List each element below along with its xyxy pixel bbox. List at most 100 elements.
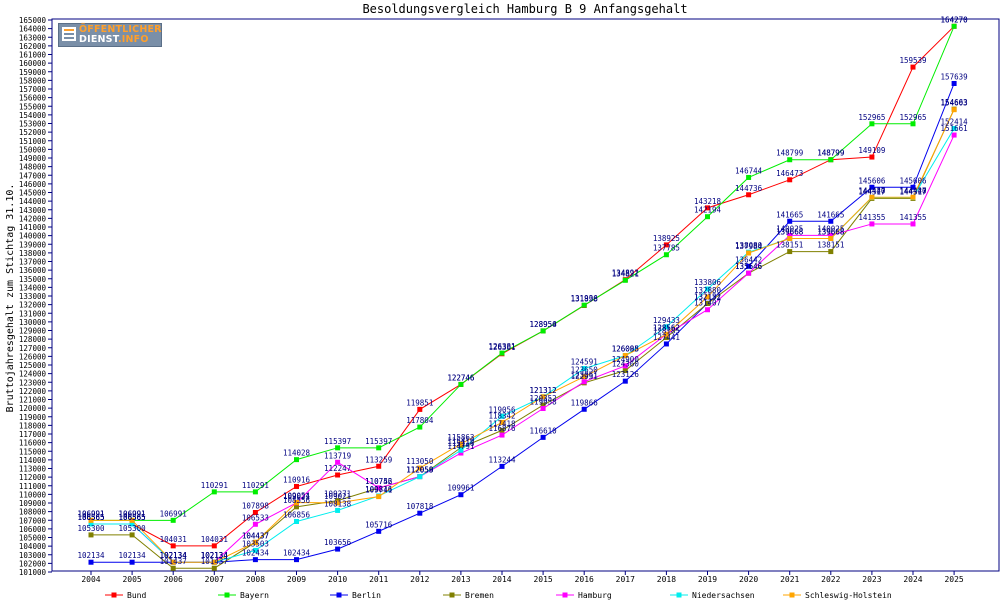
data-point [622,363,628,369]
data-label: 117804 [406,416,434,425]
x-tick-label: 2020 [739,575,758,584]
data-label: 106991 [160,509,187,518]
data-point [622,353,628,359]
data-label: 143218 [694,197,722,206]
data-label: 135646 [735,262,763,271]
data-point [663,324,669,330]
series-berlin [88,80,957,565]
data-label: 102134 [201,551,229,560]
y-tick-label: 144000 [19,197,47,206]
data-point [335,459,341,465]
data-label: 109271 [324,490,351,499]
data-label: 131898 [571,295,599,304]
x-tick-label: 2006 [164,575,183,584]
data-point [828,249,834,255]
legend-label: Berlin [352,591,381,600]
data-label: 137984 [735,242,763,251]
data-point [869,121,875,127]
data-label: 109961 [447,484,474,493]
legend-item: Bayern [218,591,269,600]
data-point [787,157,793,163]
data-label: 139668 [776,227,804,236]
x-tick-label: 2014 [492,575,511,584]
data-label: 148799 [817,149,844,158]
data-point [335,546,341,552]
data-point [294,504,299,510]
data-label: 109021 [283,492,310,501]
y-tick-label: 119000 [19,413,47,422]
data-point [376,445,382,451]
data-point [869,184,875,190]
data-label: 113259 [365,455,392,464]
data-label: 113244 [488,455,516,464]
data-point [294,457,299,463]
data-point [252,557,258,563]
data-point [499,463,505,469]
x-tick-label: 2024 [903,575,922,584]
y-tick-label: 105000 [19,534,47,543]
y-tick-label: 114000 [19,456,47,465]
data-label: 148799 [817,149,844,158]
legend-item: Schleswig-Holstein [783,591,892,600]
data-point [746,174,752,180]
y-tick-label: 159000 [19,68,47,77]
y-tick-label: 116000 [19,439,47,448]
data-label: 144317 [899,187,926,196]
data-label: 126381 [488,342,515,351]
data-label: 126095 [612,345,639,354]
data-label: 101437 [160,557,187,566]
data-point [951,23,957,29]
data-label: 102134 [201,551,229,560]
data-point [581,406,587,412]
data-label: 115397 [324,437,351,446]
y-tick-label: 157000 [19,85,47,94]
legend-item: Bremen [443,591,494,600]
series-line-schleswig-holstein [91,109,955,563]
data-point [622,368,628,374]
data-label: 152414 [941,118,969,127]
data-label: 148799 [776,149,803,158]
data-point [787,218,793,224]
data-label: 102134 [160,551,188,560]
data-label: 103656 [324,538,352,547]
data-label: 109741 [365,486,392,495]
data-label: 144420 [899,187,927,196]
data-label: 106565 [77,513,104,522]
data-label: 104031 [160,535,187,544]
data-label: 102134 [77,551,105,560]
series-bayern [88,23,957,523]
y-tick-label: 117000 [19,430,47,439]
data-label: 106991 [119,509,146,518]
y-tick-label: 164000 [19,25,47,34]
y-tick-label: 120000 [19,404,47,413]
data-point [705,300,710,306]
data-point [540,402,546,408]
data-point [622,378,628,384]
data-label: 116876 [488,424,516,433]
logo-text: ÖFFENTLICHER DIENST.INFO [79,25,162,45]
y-tick-label: 137000 [19,258,47,267]
data-label: 110916 [283,475,311,484]
y-tick-label: 152000 [19,128,47,137]
data-point [787,232,793,238]
data-point [294,483,299,489]
y-tick-label: 118000 [19,421,47,430]
data-point [499,427,505,433]
data-point [828,157,834,163]
data-point [335,507,341,513]
data-point [252,510,258,516]
y-tick-label: 151000 [19,137,47,146]
series-line-niedersachsen [91,128,955,563]
data-label: 112059 [406,466,433,475]
x-tick-label: 2025 [944,575,963,584]
data-point [951,107,957,113]
y-tick-label: 163000 [19,33,47,42]
data-point [458,445,464,451]
data-label: 108556 [283,496,311,505]
data-point [88,559,94,565]
data-point [294,518,299,524]
y-tick-label: 128000 [19,335,47,344]
data-label: 144736 [735,184,763,193]
y-tick-label: 153000 [19,120,47,129]
data-label: 145606 [858,176,886,185]
